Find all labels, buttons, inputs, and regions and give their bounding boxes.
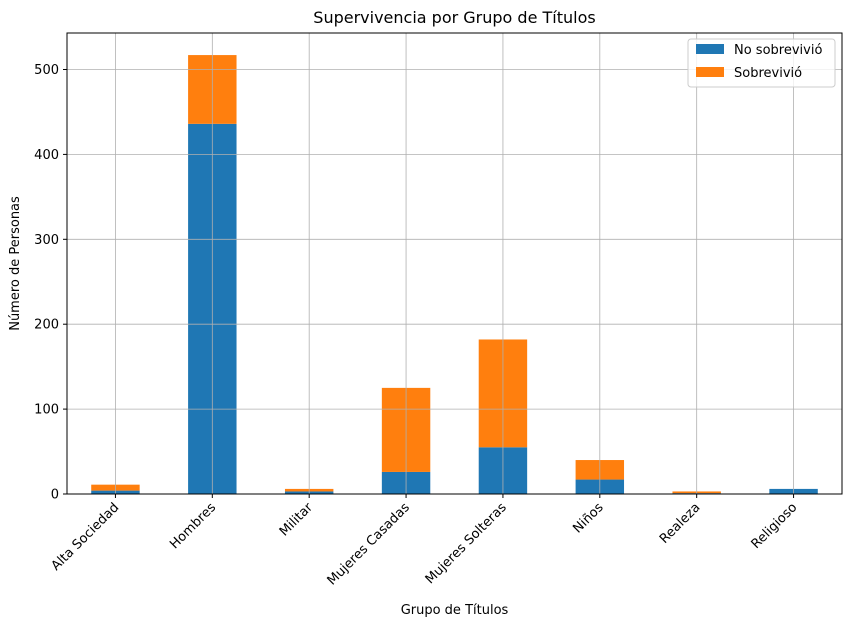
y-axis-label: Número de Personas [8, 196, 23, 331]
plot-frame [66, 32, 843, 495]
chart-title: Supervivencia por Grupo de Títulos [313, 8, 595, 27]
bars-layer [91, 55, 818, 495]
y-tick-label: 400 [34, 148, 59, 163]
y-tick-label: 300 [34, 233, 59, 248]
y-tick-label: 200 [34, 318, 59, 333]
y-tick-label: 100 [34, 403, 59, 418]
legend-frame [687, 38, 836, 88]
x-tick-label-ninos: Niños [570, 500, 606, 536]
x-tick-label-militar: Militar [277, 500, 317, 540]
x-tick-label-mujeres-casadas: Mujeres Casadas [325, 500, 413, 588]
y-tick-label: 0 [51, 488, 59, 503]
y-tick-label: 500 [34, 63, 59, 78]
x-tick-label-alta-sociedad: Alta Sociedad [49, 500, 123, 574]
legend-swatch-sobrevivio [696, 67, 724, 77]
ticks-layer: 0 100 200 300 400 500 Alta Sociedad Hombres Mili… [34, 63, 800, 588]
x-axis-label: Grupo de Títulos [401, 603, 509, 618]
x-tick-label-religioso: Religioso [749, 500, 801, 552]
legend: No sobrevivió Sobrevivió [687, 38, 836, 88]
legend-swatch-no-sobrevivio [696, 44, 724, 54]
legend-label-sobrevivio: Sobrevivió [734, 66, 802, 81]
legend-label-no-sobrevivio: No sobrevivió [734, 43, 822, 58]
grid-layer [67, 33, 842, 495]
x-tick-label-hombres: Hombres [167, 500, 219, 552]
x-tick-label-mujeres-solteras: Mujeres Solteras [423, 500, 510, 587]
x-tick-label-realeza: Realeza [657, 500, 704, 547]
